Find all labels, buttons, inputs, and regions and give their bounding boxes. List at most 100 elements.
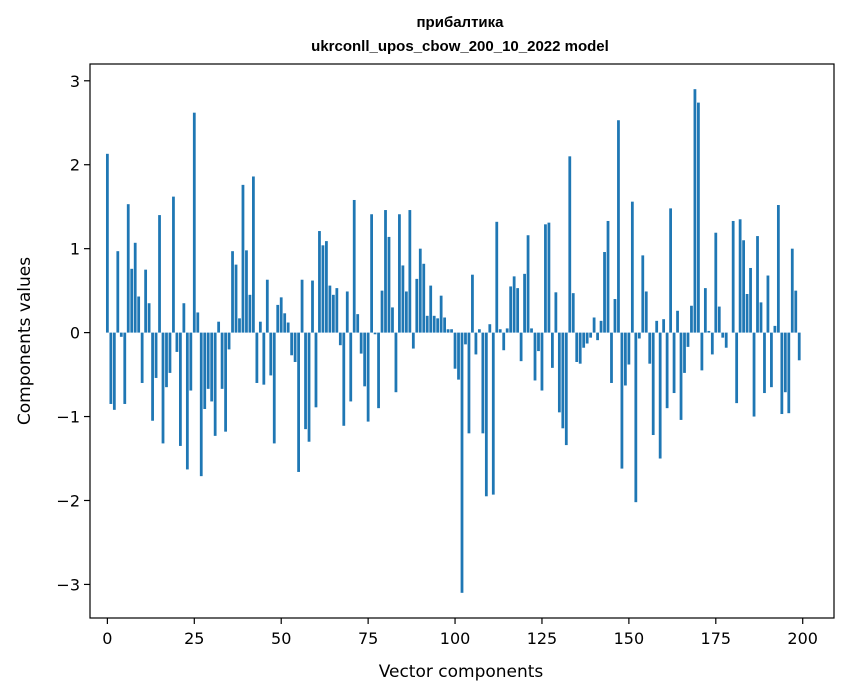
bar [258, 321, 262, 333]
bar [116, 251, 120, 333]
bar [672, 332, 676, 394]
y-tick-label: −3 [56, 575, 80, 594]
bar [613, 299, 617, 333]
bar [331, 294, 335, 333]
bar [641, 255, 645, 333]
bar [318, 231, 321, 333]
bar [391, 307, 394, 333]
bar [147, 303, 151, 333]
bar [752, 332, 756, 417]
bar [582, 332, 586, 348]
y-axis-ticks: −3 −2 −1 0 1 2 3 [56, 72, 90, 594]
bar [697, 102, 700, 333]
x-tick-label: 150 [614, 629, 645, 648]
bar [773, 325, 777, 333]
bar [690, 305, 693, 333]
bar [457, 332, 460, 380]
bar [105, 153, 109, 333]
bar [283, 313, 287, 333]
bar [213, 332, 217, 436]
bar [589, 332, 593, 338]
bar [401, 265, 405, 333]
bar [617, 120, 620, 333]
bar [599, 320, 603, 333]
bar [568, 156, 572, 333]
bar [144, 269, 148, 333]
bar [272, 332, 276, 444]
bar [196, 312, 200, 333]
bar [206, 332, 210, 389]
bar [561, 332, 565, 429]
bar [693, 89, 697, 333]
bar [123, 332, 127, 404]
bar [126, 204, 130, 333]
y-tick-label: 0 [70, 324, 80, 343]
bar [450, 329, 453, 333]
bar [721, 332, 725, 338]
bar [304, 332, 307, 430]
plot-frame [89, 63, 835, 619]
bar [700, 332, 704, 371]
bar [731, 220, 735, 333]
bar [544, 224, 547, 333]
bar [735, 332, 739, 404]
bar [137, 296, 141, 333]
bar [686, 332, 690, 347]
bar [763, 332, 766, 394]
bar [394, 332, 398, 393]
bar [714, 232, 718, 333]
bar [262, 332, 266, 385]
bar [345, 291, 349, 333]
bar [724, 332, 728, 348]
bar [627, 332, 631, 365]
bar [585, 332, 589, 344]
bar [516, 288, 520, 333]
bar [464, 332, 467, 345]
y-tick-label: 1 [70, 240, 80, 259]
bar [248, 294, 252, 333]
bar [245, 250, 248, 333]
chart-subtitle: ukrconll_upos_cbow_200_10_2022 model [311, 38, 609, 55]
bar [168, 332, 172, 373]
bar [387, 236, 391, 333]
bar [158, 215, 161, 333]
chart-title: прибалтика [417, 14, 505, 31]
bar [797, 332, 801, 361]
bar [630, 201, 634, 333]
bar [790, 248, 794, 333]
x-tick-label: 75 [358, 629, 378, 648]
bar [384, 210, 387, 333]
bar [380, 290, 384, 333]
bar [578, 332, 582, 364]
bar [377, 332, 380, 409]
bar [439, 295, 443, 333]
bar [349, 332, 353, 402]
bar [290, 332, 294, 356]
bar [484, 332, 488, 497]
bar [606, 220, 610, 333]
bar [703, 288, 707, 333]
bar [770, 332, 773, 388]
bar [676, 310, 679, 333]
bar [370, 214, 373, 333]
bar [415, 278, 419, 333]
x-tick-label: 25 [184, 629, 204, 648]
bar [547, 222, 551, 333]
bar [165, 332, 168, 388]
bar [172, 196, 175, 333]
x-tick-label: 50 [271, 629, 291, 648]
bar [227, 332, 231, 350]
bar [408, 210, 412, 333]
bar [234, 264, 238, 333]
bar [321, 245, 325, 333]
bar [776, 205, 780, 333]
bar [783, 332, 787, 393]
bar [328, 285, 332, 333]
bar [460, 332, 464, 593]
bar [467, 332, 471, 434]
y-tick-label: 2 [70, 156, 80, 175]
bar [474, 332, 478, 355]
bar [526, 235, 530, 333]
